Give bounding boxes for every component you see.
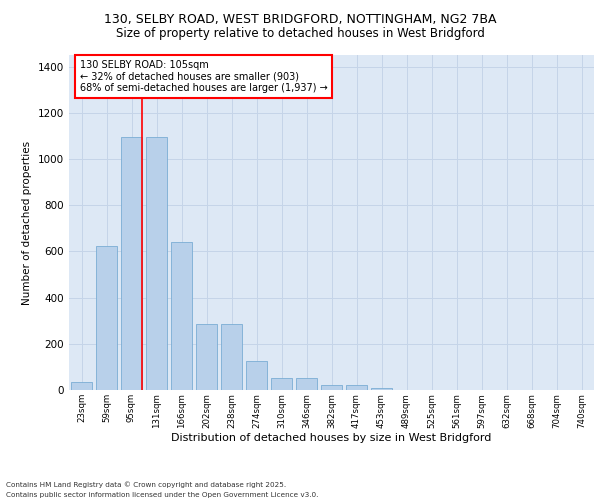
Bar xyxy=(146,137,167,390)
Bar xyxy=(321,385,342,390)
Text: Size of property relative to detached houses in West Bridgford: Size of property relative to detached ho… xyxy=(116,28,484,40)
Bar xyxy=(371,388,392,390)
Bar xyxy=(96,246,117,390)
X-axis label: Distribution of detached houses by size in West Bridgford: Distribution of detached houses by size … xyxy=(172,433,491,443)
Y-axis label: Number of detached properties: Number of detached properties xyxy=(22,140,32,304)
Text: Contains public sector information licensed under the Open Government Licence v3: Contains public sector information licen… xyxy=(6,492,319,498)
Text: Contains HM Land Registry data © Crown copyright and database right 2025.: Contains HM Land Registry data © Crown c… xyxy=(6,481,286,488)
Bar xyxy=(121,137,142,390)
Bar xyxy=(221,324,242,390)
Bar xyxy=(296,378,317,390)
Bar xyxy=(246,361,267,390)
Bar xyxy=(171,242,192,390)
Text: 130 SELBY ROAD: 105sqm
← 32% of detached houses are smaller (903)
68% of semi-de: 130 SELBY ROAD: 105sqm ← 32% of detached… xyxy=(79,60,327,93)
Bar xyxy=(71,382,92,390)
Bar xyxy=(196,324,217,390)
Bar xyxy=(346,385,367,390)
Text: 130, SELBY ROAD, WEST BRIDGFORD, NOTTINGHAM, NG2 7BA: 130, SELBY ROAD, WEST BRIDGFORD, NOTTING… xyxy=(104,12,496,26)
Bar xyxy=(271,378,292,390)
